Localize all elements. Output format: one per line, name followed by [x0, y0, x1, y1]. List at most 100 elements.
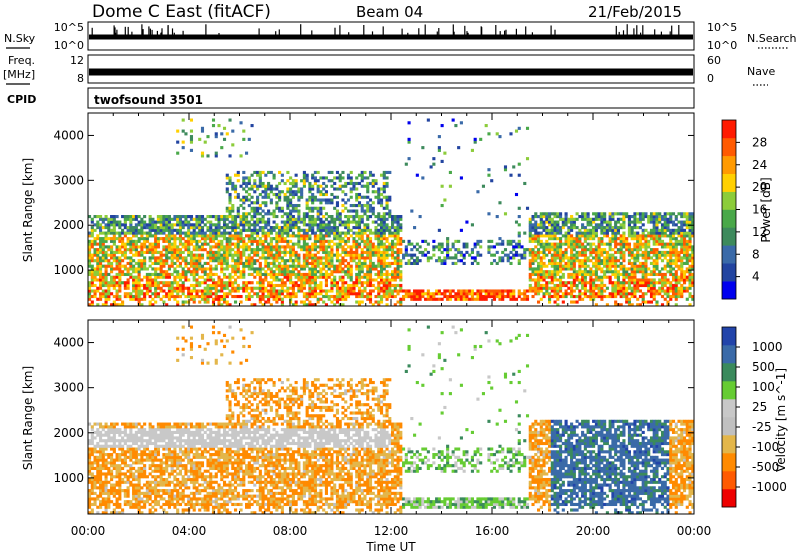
- power-cell: [586, 220, 590, 224]
- power-cell: [525, 297, 530, 301]
- power-cell: [228, 201, 232, 205]
- power-cell: [385, 292, 389, 296]
- power-cell: [377, 198, 381, 202]
- power-cell: [217, 223, 221, 227]
- power-cell: [341, 239, 345, 243]
- power-cell: [561, 234, 565, 238]
- power-cell: [88, 281, 92, 285]
- power-cell: [250, 209, 254, 213]
- power-cell: [313, 198, 317, 202]
- power-cell: [366, 245, 370, 249]
- power-cell: [652, 220, 656, 224]
- power-cell: [156, 256, 160, 260]
- power-cell: [652, 289, 656, 293]
- power-cell: [239, 286, 243, 290]
- power-cell: [311, 220, 315, 224]
- power-cell: [286, 267, 290, 271]
- power-cell: [608, 281, 612, 285]
- power-cell: [600, 212, 604, 216]
- power-cell: [267, 228, 271, 232]
- power-cell: [553, 250, 557, 254]
- power-cell: [145, 226, 149, 230]
- power-cell: [156, 242, 160, 246]
- power-cell: [283, 245, 287, 249]
- power-cell: [335, 237, 340, 241]
- power-cell: [322, 187, 326, 191]
- power-cell: [371, 283, 375, 288]
- power-cell: [352, 286, 356, 290]
- power-cell: [129, 256, 133, 260]
- power-cell: [382, 215, 386, 219]
- power-cell: [184, 278, 188, 282]
- power-cell: [225, 259, 229, 263]
- power-cell: [539, 259, 543, 263]
- power-cell: [674, 292, 678, 296]
- power-cell: [462, 253, 466, 257]
- power-cell: [649, 228, 654, 232]
- power-cell: [170, 272, 174, 277]
- power-cell: [294, 272, 298, 277]
- power-cell: [523, 250, 527, 254]
- power-cell: [289, 181, 293, 186]
- power-cell: [506, 242, 510, 246]
- power-cell: [534, 220, 538, 224]
- power-cell: [658, 234, 662, 238]
- power-cell: [297, 270, 301, 274]
- power-cell: [170, 234, 174, 238]
- power-cell: [165, 270, 169, 274]
- power-cell: [305, 292, 309, 296]
- power-cell: [614, 245, 618, 249]
- power-cell: [468, 292, 472, 296]
- power-cell: [322, 237, 326, 241]
- power-cell: [539, 215, 543, 219]
- power-cell: [649, 283, 654, 288]
- power-cell: [600, 215, 604, 219]
- power-cell: [589, 253, 593, 257]
- power-cell: [178, 239, 182, 243]
- power-cell: [110, 220, 114, 224]
- power-cell: [671, 245, 676, 249]
- power-cell: [368, 278, 373, 282]
- power-cell: [258, 272, 262, 277]
- power-cell: [586, 223, 590, 227]
- power-cell: [242, 187, 246, 191]
- power-cell: [556, 250, 560, 254]
- power-cell: [487, 212, 491, 216]
- power-cell: [570, 264, 574, 268]
- power-cell: [253, 270, 257, 274]
- power-cell: [211, 256, 216, 260]
- power-cell: [217, 281, 221, 285]
- power-cell: [341, 278, 345, 282]
- power-cell: [170, 231, 174, 235]
- power-cell: [382, 264, 386, 268]
- power-cell: [680, 237, 684, 241]
- power-cell: [391, 217, 395, 221]
- power-cell: [531, 270, 535, 274]
- power-cell: [385, 223, 389, 227]
- power-cell: [567, 228, 571, 232]
- power-cell: [250, 215, 254, 219]
- power-cell: [597, 294, 601, 299]
- power-cell: [561, 250, 565, 254]
- power-cell: [514, 220, 519, 224]
- power-cell: [184, 275, 188, 279]
- power-cell: [275, 231, 279, 235]
- power-cell: [388, 261, 392, 265]
- power-cell: [167, 281, 171, 285]
- power-cell: [407, 259, 411, 263]
- power-cell: [107, 294, 111, 299]
- power-cell: [231, 129, 235, 133]
- power-cell: [159, 223, 163, 227]
- power-cell: [399, 228, 403, 232]
- power-cell: [154, 239, 158, 243]
- power-cell: [374, 264, 378, 268]
- power-cell: [600, 278, 604, 282]
- power-cell: [311, 242, 315, 246]
- power-cell: [305, 201, 309, 205]
- power-cell: [88, 231, 92, 235]
- power-cell: [377, 212, 381, 216]
- power-cell: [101, 281, 105, 285]
- power-cell: [269, 190, 273, 194]
- power-cell: [316, 212, 320, 216]
- power-cell: [647, 250, 651, 254]
